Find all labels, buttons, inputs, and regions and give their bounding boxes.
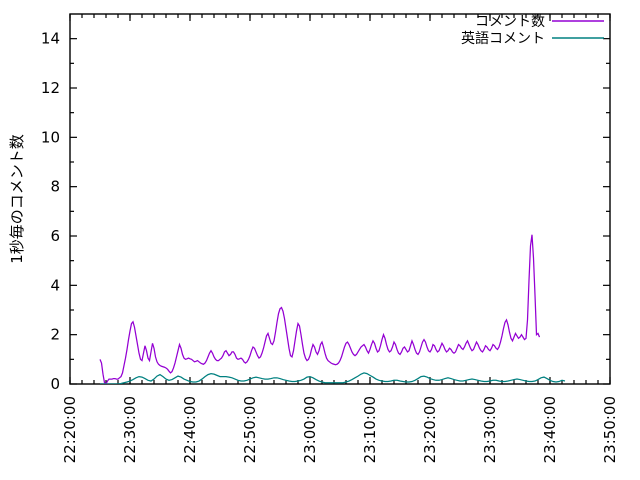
legend-label-english-comment: 英語コメント: [461, 30, 545, 47]
x-tick-label: 23:30:00: [481, 396, 499, 463]
y-tick-label: 12: [41, 79, 60, 97]
series-line-2: [100, 372, 566, 384]
y-tick-label: 2: [50, 326, 60, 344]
y-tick-label: 10: [41, 128, 60, 146]
y-tick-label: 0: [50, 375, 60, 393]
legend-label-comment-count: コメント数: [475, 14, 545, 30]
x-axis-tick-group: 22:20:00 22:30:00 22:40:00 22:50:00 23:00:00…: [61, 14, 619, 463]
y-tick-label: 14: [41, 30, 60, 48]
x-tick-label: 23:10:00: [361, 396, 379, 463]
x-tick-label: 23:00:00: [301, 396, 319, 463]
y-tick-label: 4: [50, 276, 60, 294]
x-tick-label: 23:20:00: [421, 396, 439, 463]
series-line-1: [99, 234, 541, 384]
x-tick-label: 22:40:00: [181, 396, 199, 463]
y-tick-label: 6: [50, 227, 60, 245]
chart-legend: コメント数 英語コメント: [461, 14, 604, 47]
x-tick-label: 22:30:00: [121, 396, 139, 463]
x-tick-label: 23:40:00: [541, 396, 559, 463]
x-tick-label: 22:20:00: [61, 396, 79, 463]
series-group: [99, 234, 566, 384]
plot-frame: [69, 13, 611, 385]
x-tick-label: 22:50:00: [241, 396, 259, 463]
y-tick-label: 8: [50, 178, 60, 196]
y-axis-title: 1秒毎のコメント数: [8, 134, 26, 264]
y-axis-tick-group: 0 2 4 6 8 10 12 14: [41, 30, 610, 393]
x-tick-label: 23:50:00: [601, 396, 619, 463]
